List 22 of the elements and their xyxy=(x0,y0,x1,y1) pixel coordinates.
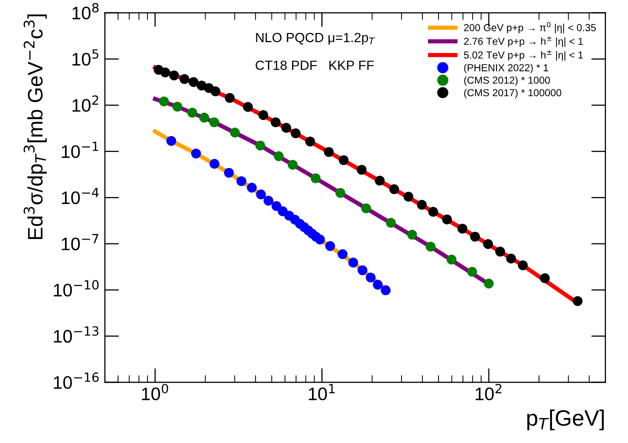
y-tick-label: 10$^{−13}$ xyxy=(54,326,98,343)
y-tick-label: 10$^{−16}$ xyxy=(54,372,99,389)
legend-label: (CMS 2012) * 1000 xyxy=(464,76,550,86)
annotation: NLO PQCD μ=1.2p$_{T}$ xyxy=(256,32,375,45)
legend-label: 200 GeV p+p → π$^{0}$ |η| < 0.35 xyxy=(464,22,596,34)
annotation: CT18 PDF KKP FF xyxy=(256,60,374,70)
y-tick-label: 10$^{8}$ xyxy=(72,2,99,20)
y-tick-label: 10$^{−1}$ xyxy=(62,142,98,158)
x-axis-title: p$_{T}$[GeV] xyxy=(527,410,604,430)
y-tick-label: 10$^{−7}$ xyxy=(62,234,98,250)
text: Ed$^{3}$σ/dp$_{T}$$^{3}$[mb GeV$^{−2}$c$^{3}$] xyxy=(24,14,47,240)
legend-label: (CMS 2017) * 100000 xyxy=(464,88,562,98)
y-tick-label: 10$^{5}$ xyxy=(72,49,98,66)
x-tick-label: 10$^{0}$ xyxy=(142,384,168,400)
x-tick-label: 10$^{1}$ xyxy=(308,384,335,400)
y-tick-label: 10$^{−4}$ xyxy=(62,188,99,204)
legend-label: 5.02 TeV p+p → h$^{±}$ |η| < 1 xyxy=(464,50,583,61)
legend-label: (PHENIX 2022) * 1 xyxy=(464,64,548,74)
x-tick-label: 10$^{2}$ xyxy=(476,384,502,400)
legend-label: 2.76 TeV p+p → h$^{±}$ |η| < 1 xyxy=(464,36,583,47)
y-tick-label: 10$^{2}$ xyxy=(72,95,98,112)
y-tick-label: 10$^{−10}$ xyxy=(54,280,99,297)
